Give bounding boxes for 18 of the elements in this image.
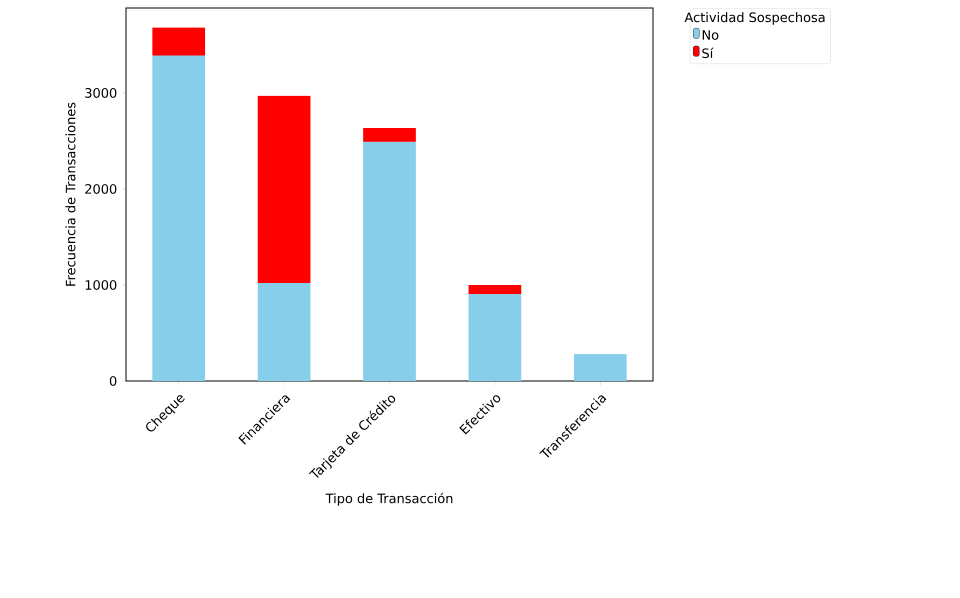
bar <box>363 128 416 142</box>
legend-label: Sí <box>702 48 714 58</box>
y-tick-label: 2000 <box>85 184 116 194</box>
bar <box>363 142 416 381</box>
x-axis-title: Tipo de Transacción <box>326 492 452 506</box>
bar <box>152 56 206 381</box>
bar <box>574 354 627 381</box>
legend-title: Actividad Sospechosa <box>684 12 825 25</box>
legend-label: No <box>702 30 718 40</box>
bar <box>468 294 522 381</box>
bar <box>152 28 206 56</box>
y-tick-label: 3000 <box>85 88 116 98</box>
bar <box>468 284 522 294</box>
y-tick-label: 1000 <box>86 280 116 290</box>
y-axis-title: Frecuencia de Transacciones <box>65 102 76 286</box>
bar <box>258 96 310 284</box>
bar <box>258 283 310 381</box>
y-tick-label: 0 <box>110 376 116 386</box>
